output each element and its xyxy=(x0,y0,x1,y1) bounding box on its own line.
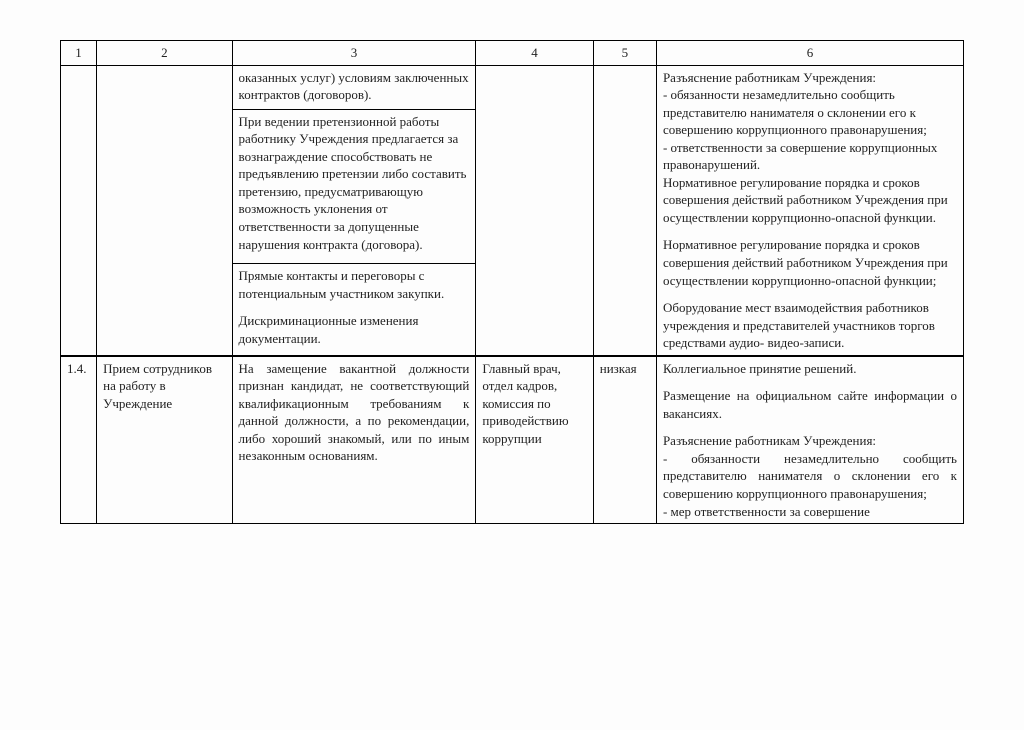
cell-level: низкая xyxy=(593,356,656,524)
cell-6: Разъяснение работникам Учреждения: - обя… xyxy=(656,65,963,356)
col6-text: Разъяснение работникам Учреждения: - обя… xyxy=(663,69,957,227)
header-row: 1 2 3 4 5 6 xyxy=(61,41,964,66)
cell-3b: При ведении претензионной работы работни… xyxy=(232,109,476,264)
hdr-5: 5 xyxy=(593,41,656,66)
cell-title: Прием сотрудников на работу в Учреждение xyxy=(97,356,232,524)
hdr-3: 3 xyxy=(232,41,476,66)
cell-4 xyxy=(476,65,593,356)
cell-desc: На замещение вакантной должности признан… xyxy=(232,356,476,524)
table-row: оказанных услуг) условиям заключенных ко… xyxy=(61,65,964,109)
hdr-4: 4 xyxy=(476,41,593,66)
col3-text: Прямые контакты и переговоры с потенциал… xyxy=(239,267,470,302)
cell-3c: Прямые контакты и переговоры с потенциал… xyxy=(232,264,476,356)
hdr-2: 2 xyxy=(97,41,232,66)
col6-text: Нормативное регулирование порядка и срок… xyxy=(663,236,957,289)
hdr-1: 1 xyxy=(61,41,97,66)
table-row: 1.4. Прием сотрудников на работу в Учреж… xyxy=(61,356,964,524)
cell-measures: Коллегиальное принятие решений. Размещен… xyxy=(656,356,963,524)
m-text: Размещение на официальном сайте информац… xyxy=(663,387,957,422)
cell-resp: Главный врач, отдел кадров, комиссия по … xyxy=(476,356,593,524)
doc-table: 1 2 3 4 5 6 оказанных услуг) условиям за… xyxy=(60,40,964,524)
cell-5 xyxy=(593,65,656,356)
cell-2 xyxy=(97,65,232,356)
m-text: Коллегиальное принятие решений. xyxy=(663,360,957,378)
cell-num: 1.4. xyxy=(61,356,97,524)
hdr-6: 6 xyxy=(656,41,963,66)
cell-1 xyxy=(61,65,97,356)
m-text: Разъяснение работникам Учреждения: - обя… xyxy=(663,432,957,520)
cell-3a: оказанных услуг) условиям заключенных ко… xyxy=(232,65,476,109)
col3-text: Дискриминационные изменения документации… xyxy=(239,312,470,347)
col6-text: Оборудование мест взаимодействия работни… xyxy=(663,299,957,352)
